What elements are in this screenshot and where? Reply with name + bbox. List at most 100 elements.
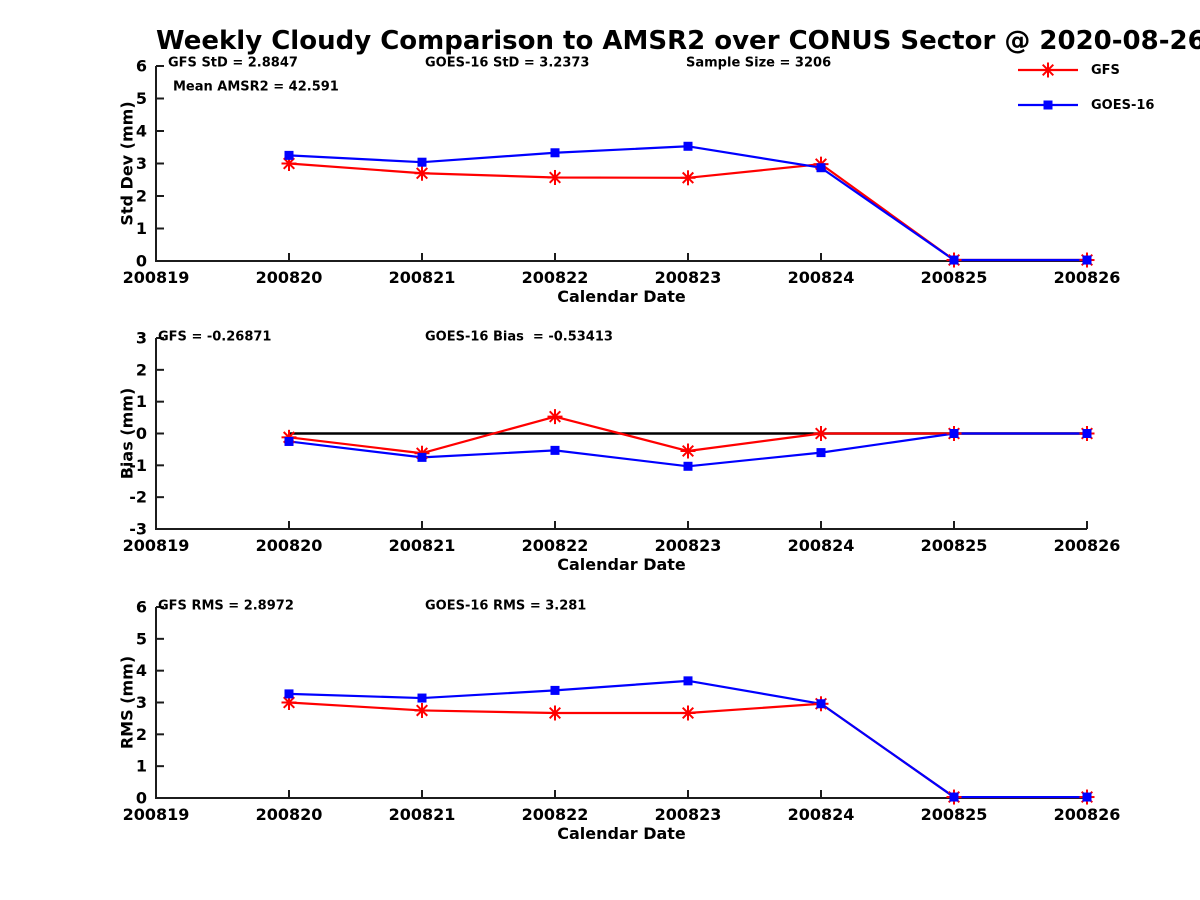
- y-tick-label: 6: [136, 598, 147, 617]
- marker-goes-16: [683, 461, 693, 471]
- square-marker-icon: [284, 689, 294, 699]
- x-tick-label: 200823: [655, 536, 722, 555]
- x-tick-label: 200821: [389, 805, 456, 824]
- marker-goes-16: [284, 436, 294, 446]
- x-tick-label: 200820: [256, 805, 323, 824]
- square-marker-icon: [949, 255, 959, 265]
- marker-goes-16: [949, 255, 959, 265]
- x-tick-label: 200824: [788, 805, 855, 824]
- gfs-line-asterisk-icon: [1018, 62, 1078, 78]
- x-tick-label: 200821: [389, 536, 456, 555]
- asterisk-marker-icon: [814, 427, 828, 440]
- marker-gfs: [680, 705, 696, 721]
- y-tick-label: 1: [136, 757, 147, 776]
- legend-item-goes16: GOES-16: [1016, 96, 1154, 114]
- y-tick-label: 0: [136, 424, 147, 443]
- x-tick-label: 200823: [655, 268, 722, 287]
- asterisk-marker-icon: [415, 704, 429, 717]
- y-tick-label: 1: [136, 219, 147, 238]
- x-tick-label: 200822: [522, 268, 589, 287]
- x-tick-label: 200824: [788, 268, 855, 287]
- x-tick-label: 200826: [1054, 268, 1121, 287]
- marker-goes-16: [949, 792, 959, 802]
- x-tick-label: 200821: [389, 268, 456, 287]
- y-tick-label: 2: [136, 360, 147, 379]
- marker-goes-16: [417, 693, 427, 703]
- marker-gfs: [414, 165, 430, 181]
- asterisk-marker-icon: [548, 410, 562, 423]
- marker-gfs: [1040, 62, 1056, 78]
- asterisk-marker-icon: [681, 171, 695, 184]
- marker-goes-16: [1082, 255, 1092, 265]
- square-marker-icon: [949, 429, 959, 438]
- square-marker-icon: [816, 448, 826, 458]
- annotation-gfs-rms: GFS RMS = 2.8972: [158, 598, 294, 614]
- x-tick-label: 200819: [123, 805, 190, 824]
- x-tick-label: 200825: [921, 805, 988, 824]
- marker-gfs: [680, 170, 696, 186]
- marker-goes-16: [284, 150, 294, 160]
- asterisk-marker-icon: [548, 171, 562, 184]
- legend: GFS GOES-16: [1016, 61, 1154, 114]
- marker-gfs: [547, 409, 563, 425]
- x-tick-label: 200822: [522, 805, 589, 824]
- square-marker-icon: [550, 685, 560, 695]
- y-axis-title: RMS (mm): [118, 656, 137, 749]
- square-marker-icon: [683, 676, 693, 686]
- y-tick-label: -3: [129, 520, 147, 539]
- square-marker-icon: [683, 461, 693, 471]
- y-tick-label: -1: [129, 456, 147, 475]
- y-tick-label: 0: [136, 789, 147, 808]
- goes16-line-square-icon: [1018, 100, 1078, 110]
- y-tick-label: 6: [136, 57, 147, 76]
- annotation-mean-amsr2: Mean AMSR2 = 42.591: [173, 79, 339, 95]
- series-line-goes-16: [288, 679, 1087, 799]
- figure-title: Weekly Cloudy Comparison to AMSR2 over C…: [156, 26, 1200, 56]
- square-marker-icon: [284, 436, 294, 446]
- x-axis-title: Calendar Date: [557, 287, 686, 306]
- asterisk-marker-icon: [681, 444, 695, 458]
- series-line-goes-16: [288, 145, 1087, 262]
- square-marker-icon: [417, 693, 427, 703]
- y-axis-title: Bias (mm): [118, 388, 137, 480]
- y-tick-label: 4: [136, 122, 147, 141]
- y-tick-label: 2: [136, 187, 147, 206]
- square-marker-icon: [1082, 792, 1092, 802]
- square-marker-icon: [417, 157, 427, 167]
- asterisk-marker-icon: [415, 167, 429, 180]
- legend-label-gfs: GFS: [1091, 62, 1120, 78]
- marker-goes-16: [1082, 429, 1092, 438]
- legend-item-gfs: GFS: [1016, 61, 1154, 79]
- y-tick-label: 3: [136, 693, 147, 712]
- legend-label-goes16: GOES-16: [1091, 97, 1155, 113]
- marker-goes-16: [417, 452, 427, 462]
- marker-goes-16: [949, 429, 959, 438]
- marker-goes-16: [1043, 100, 1053, 110]
- marker-goes-16: [816, 163, 826, 173]
- x-tick-label: 200825: [921, 268, 988, 287]
- marker-goes-16: [284, 689, 294, 699]
- y-tick-label: 0: [136, 252, 147, 271]
- y-tick-label: 4: [136, 661, 147, 680]
- square-marker-icon: [816, 163, 826, 173]
- square-marker-icon: [550, 148, 560, 158]
- x-tick-label: 200824: [788, 536, 855, 555]
- marker-goes-16: [550, 148, 560, 158]
- square-marker-icon: [284, 150, 294, 160]
- x-tick-label: 200823: [655, 805, 722, 824]
- x-tick-label: 200822: [522, 536, 589, 555]
- marker-gfs: [813, 426, 829, 441]
- marker-goes-16: [417, 157, 427, 167]
- square-marker-icon: [550, 445, 560, 455]
- y-tick-label: 1: [136, 392, 147, 411]
- annotation-goes16-bias: GOES-16 Bias = -0.53413: [425, 329, 613, 345]
- marker-gfs: [680, 443, 696, 459]
- square-marker-icon: [1043, 100, 1053, 110]
- subplot-1: 0 1 2 3 4 5 6 200819 200820 200821 200822 200823 200…: [118, 57, 1121, 307]
- y-tick-label: 3: [136, 154, 147, 173]
- marker-gfs: [414, 702, 430, 718]
- annotation-goes16-std: GOES-16 StD = 3.2373: [425, 55, 590, 71]
- y-tick-label: -2: [129, 488, 147, 507]
- marker-goes-16: [683, 676, 693, 686]
